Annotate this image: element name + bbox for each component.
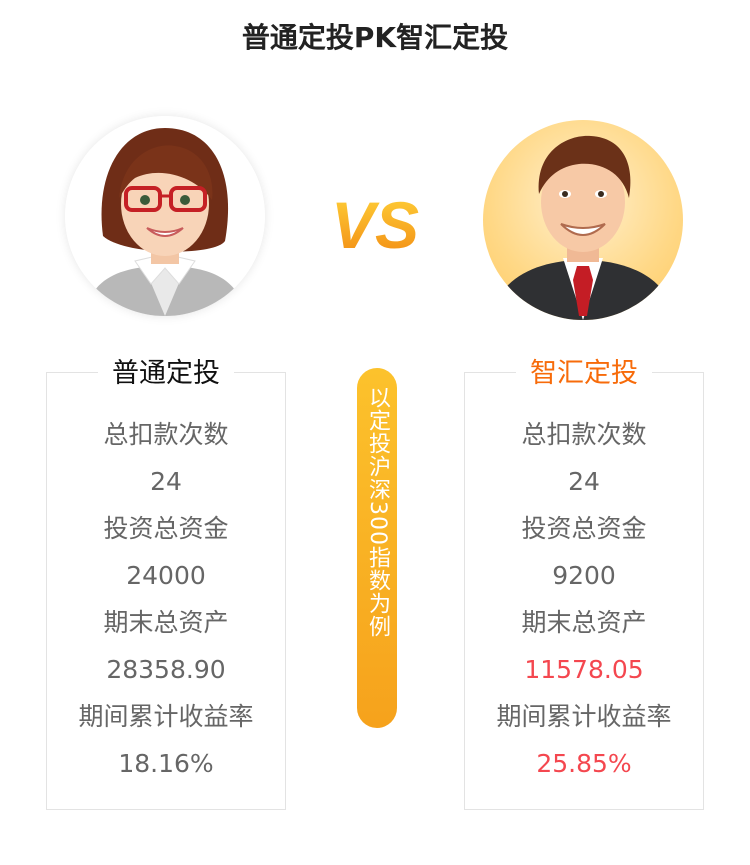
- stat-total-capital: 投资总资金 9200: [465, 511, 703, 596]
- card-title: 普通定投: [98, 358, 234, 389]
- stat-value: 11578.05: [524, 655, 644, 684]
- stat-label: 期末总资产: [103, 608, 229, 637]
- stat-value: 25.85%: [536, 749, 632, 778]
- vs-badge: VS: [320, 178, 430, 268]
- woman-avatar-icon: [65, 116, 265, 316]
- stat-deduction-count: 总扣款次数 24: [47, 417, 285, 502]
- page-title: 普通定投PK智汇定投: [241, 21, 509, 54]
- example-note-pill: 以定投沪深300指数为例: [357, 368, 397, 728]
- stat-value: 28358.90: [106, 655, 226, 684]
- stat-label: 投资总资金: [103, 514, 229, 543]
- normal-investment-card: 普通定投 总扣款次数 24 投资总资金 24000 期末总资产 28358.90…: [46, 358, 286, 810]
- stat-label: 期间累计收益率: [78, 702, 254, 731]
- stat-label: 投资总资金: [521, 514, 647, 543]
- stat-value: 24000: [126, 561, 206, 590]
- stat-deduction-count: 总扣款次数 24: [465, 417, 703, 502]
- stat-value: 24: [150, 467, 182, 496]
- stat-final-assets: 期末总资产 11578.05: [465, 605, 703, 690]
- man-avatar-icon: [483, 120, 683, 320]
- stat-value: 24: [568, 467, 600, 496]
- card-title: 智汇定投: [516, 358, 652, 389]
- stat-label: 期末总资产: [521, 608, 647, 637]
- stat-final-assets: 期末总资产 28358.90: [47, 605, 285, 690]
- stat-total-capital: 投资总资金 24000: [47, 511, 285, 596]
- stat-return-rate: 期间累计收益率 18.16%: [47, 699, 285, 784]
- stat-label: 总扣款次数: [103, 420, 229, 449]
- stat-return-rate: 期间累计收益率 25.85%: [465, 699, 703, 784]
- svg-text:VS: VS: [331, 188, 419, 262]
- stat-label: 总扣款次数: [521, 420, 647, 449]
- smart-investment-card: 智汇定投 总扣款次数 24 投资总资金 9200 期末总资产 11578.05 …: [464, 358, 704, 810]
- example-note-text: 以定投沪深300指数为例: [365, 386, 390, 638]
- stat-value: 9200: [552, 561, 616, 590]
- stat-value: 18.16%: [118, 749, 214, 778]
- stat-label: 期间累计收益率: [496, 702, 672, 731]
